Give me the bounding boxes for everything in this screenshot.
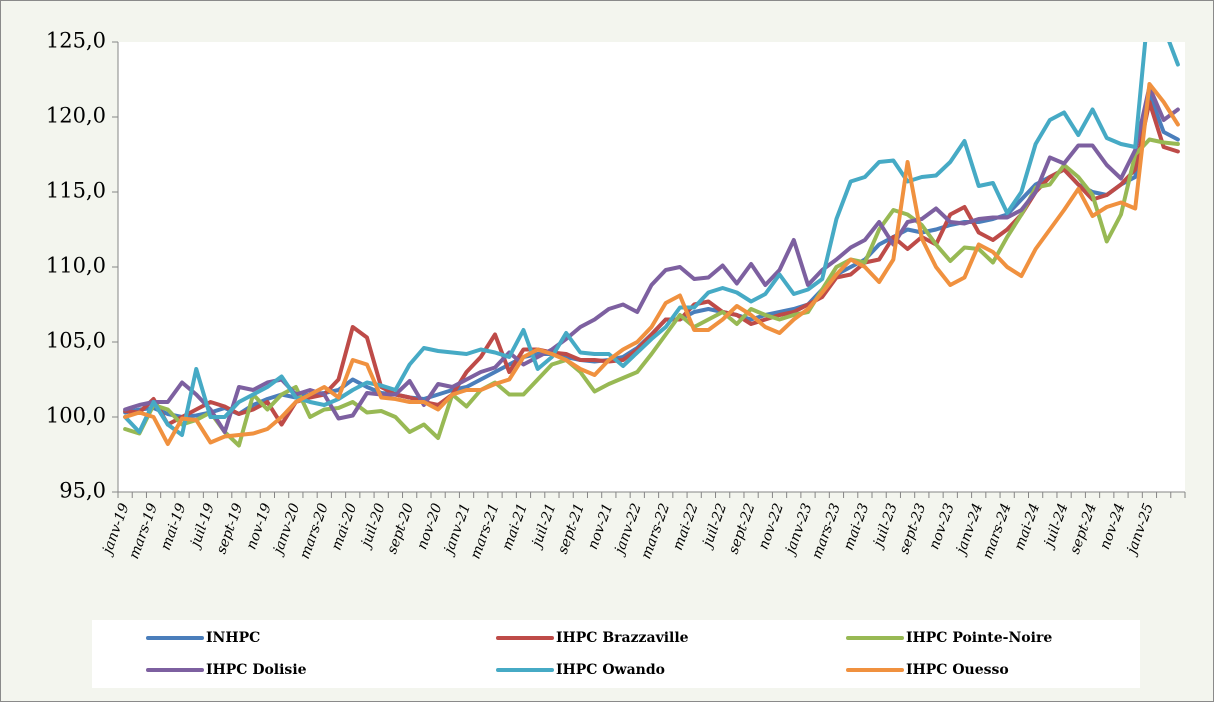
y-tick-label: 120,0 bbox=[46, 104, 106, 128]
y-tick-label: 110,0 bbox=[46, 254, 106, 278]
legend-label: IHPC Ouesso bbox=[906, 662, 1009, 678]
y-tick-label: 115,0 bbox=[46, 179, 106, 203]
legend-label: INHPC bbox=[206, 630, 260, 646]
legend-label: IHPC Pointe-Noire bbox=[906, 630, 1052, 646]
y-tick-label: 105,0 bbox=[46, 329, 106, 353]
lines bbox=[123, 42, 1180, 448]
series-line bbox=[123, 85, 1180, 434]
series-line bbox=[123, 82, 1180, 446]
legend-label: IHPC Owando bbox=[556, 662, 665, 678]
y-tick-label: 125,0 bbox=[46, 29, 106, 53]
y-tick-label: 100,0 bbox=[46, 404, 106, 428]
legend-label: IHPC Dolisie bbox=[206, 662, 307, 678]
legend-label: IHPC Brazzaville bbox=[556, 630, 689, 646]
legend-box bbox=[92, 620, 1140, 688]
y-tick-label: 95,0 bbox=[59, 479, 106, 503]
